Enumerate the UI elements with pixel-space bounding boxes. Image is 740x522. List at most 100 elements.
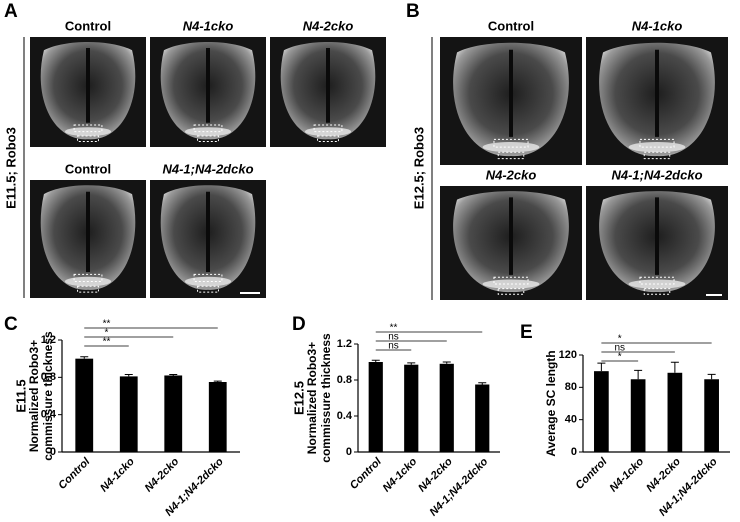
y-axis-label: Normalized Robo3+ <box>27 340 41 452</box>
significance-label: * <box>618 352 622 363</box>
image-title: N4-1;N4-2dcko <box>611 167 702 182</box>
micrograph <box>440 37 582 165</box>
significance-label: * <box>105 328 109 339</box>
y-tick-label: 0 <box>50 446 56 458</box>
y-axis-label: Normalized Robo3+ <box>305 342 319 454</box>
y-tick-label: 0.8 <box>337 374 352 386</box>
roi-box <box>193 273 223 282</box>
x-tick-label: Control <box>573 455 610 492</box>
bar <box>404 364 419 452</box>
micrograph <box>30 37 146 147</box>
bar <box>208 382 227 452</box>
micrograph <box>150 180 266 298</box>
panel-letter: E <box>520 322 533 343</box>
roi-box <box>497 151 525 160</box>
error-bar <box>442 361 451 364</box>
x-tick-label: N4-1cko <box>98 455 137 494</box>
roi-box <box>639 138 675 148</box>
roi-box <box>317 135 339 142</box>
x-tick-label: Control <box>348 455 385 492</box>
y-axis-label: commissure thickness <box>319 333 333 463</box>
y-tick-label: 0.4 <box>41 409 57 421</box>
y-tick-label: 1.2 <box>41 334 56 346</box>
bar <box>368 362 383 452</box>
y-tick-label: 80 <box>565 381 577 393</box>
bar <box>667 372 683 452</box>
roi-box <box>493 276 529 285</box>
image-title: N4-2cko <box>303 18 354 33</box>
roi-box <box>197 285 219 293</box>
error-bar <box>371 359 380 362</box>
significance-label: * <box>618 334 622 345</box>
roi-box <box>197 135 219 142</box>
side-label: E12.5; Robo3 <box>411 127 426 209</box>
scale-bar <box>706 294 722 296</box>
significance-label: ns <box>388 332 399 343</box>
roi-box <box>643 288 671 295</box>
error-bar <box>407 362 416 365</box>
error-bar <box>478 382 487 385</box>
bar <box>164 375 183 452</box>
panel-letter: C <box>4 314 18 335</box>
bar <box>75 358 94 452</box>
significance-label: ** <box>103 319 111 330</box>
panel-letter: A <box>4 1 18 22</box>
roi-box <box>193 124 223 133</box>
error-bar <box>597 362 606 372</box>
x-tick-label: N4-1cko <box>608 455 647 494</box>
error-bar <box>213 380 222 382</box>
y-axis-label: commissure thickness <box>41 331 55 461</box>
roi-box <box>497 288 525 295</box>
image-title: N4-1cko <box>183 18 234 33</box>
roi-box <box>639 276 675 285</box>
side-label: E11.5; Robo3 <box>3 127 18 209</box>
roi-box <box>493 138 529 148</box>
micrograph <box>270 37 386 147</box>
image-title: N4-1;N4-2dcko <box>162 161 253 176</box>
roi-box <box>73 124 103 133</box>
bar <box>475 384 490 452</box>
micrograph <box>30 180 146 298</box>
error-bar <box>169 374 178 376</box>
micrograph <box>150 37 266 147</box>
roi-box <box>73 273 103 282</box>
y-tick-label: 0 <box>346 446 352 458</box>
error-bar <box>80 356 89 359</box>
error-bar <box>670 361 679 373</box>
image-title: Control <box>65 18 111 33</box>
bar <box>704 379 719 452</box>
bar <box>119 376 138 452</box>
significance-label: ** <box>390 323 398 334</box>
bar <box>439 363 454 452</box>
panel-letter: B <box>406 1 420 22</box>
significance-label: ns <box>388 341 399 352</box>
image-title: Control <box>65 161 111 176</box>
panel-letter: D <box>292 314 306 335</box>
commissure <box>482 141 540 153</box>
y-tick-label: 0.8 <box>41 371 56 383</box>
side-label: E12.5 <box>291 381 306 415</box>
roi-box <box>313 124 343 133</box>
error-bar <box>124 374 133 377</box>
roi-box <box>643 151 671 160</box>
significance-label: ** <box>103 337 111 348</box>
y-tick-label: 0 <box>571 446 577 458</box>
image-title: N4-2cko <box>486 167 537 182</box>
image-title: Control <box>488 18 534 33</box>
x-tick-label: Control <box>56 455 93 492</box>
scale-bar <box>240 292 260 294</box>
x-tick-label: N4-1cko <box>381 455 420 494</box>
y-tick-label: 40 <box>565 414 577 426</box>
roi-box <box>77 285 99 293</box>
commissure <box>628 141 686 153</box>
micrograph <box>586 186 728 300</box>
y-tick-label: 0.4 <box>337 410 353 422</box>
bar <box>630 379 646 452</box>
error-bar <box>707 373 716 380</box>
error-bar <box>634 369 643 380</box>
significance-label: ns <box>614 343 625 354</box>
roi-box <box>77 135 99 142</box>
micrograph <box>586 37 728 165</box>
micrograph <box>440 186 582 300</box>
